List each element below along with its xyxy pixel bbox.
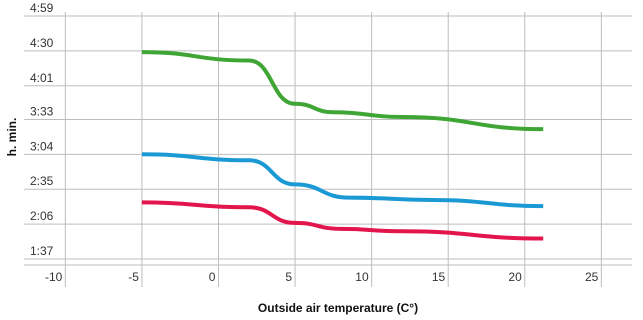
y-tick-label: 3:33 xyxy=(30,104,54,118)
series-line-2 xyxy=(141,152,544,209)
y-tick-label: 4:30 xyxy=(30,36,54,50)
series-line-1 xyxy=(141,50,544,132)
y-axis-title: h. min. xyxy=(5,118,19,157)
series-line-3 xyxy=(141,200,544,241)
y-tick-label: 2:35 xyxy=(30,174,54,188)
x-tick-label: 25 xyxy=(585,270,599,284)
x-tick-label: 10 xyxy=(355,270,369,284)
gridlines xyxy=(24,12,632,287)
series-lines xyxy=(141,50,544,241)
y-tick-label: 3:04 xyxy=(30,139,54,153)
x-tick-label: -5 xyxy=(128,270,139,284)
x-tick-label: -10 xyxy=(45,270,63,284)
x-tick-labels: -10 -5 0 5 10 15 20 25 xyxy=(45,270,599,284)
x-tick-label: 0 xyxy=(209,270,216,284)
y-tick-label: 4:01 xyxy=(30,71,54,85)
y-tick-label: 1:37 xyxy=(30,244,54,258)
x-axis-title: Outside air temperature (C°) xyxy=(258,301,418,315)
y-tick-labels: 1:37 2:06 2:35 3:04 3:33 4:01 4:30 4:59 xyxy=(30,1,54,258)
y-tick-label: 4:59 xyxy=(30,1,54,15)
x-tick-label: 15 xyxy=(432,270,446,284)
y-tick-label: 2:06 xyxy=(30,209,54,223)
x-tick-label: 5 xyxy=(285,270,292,284)
x-tick-label: 20 xyxy=(508,270,522,284)
